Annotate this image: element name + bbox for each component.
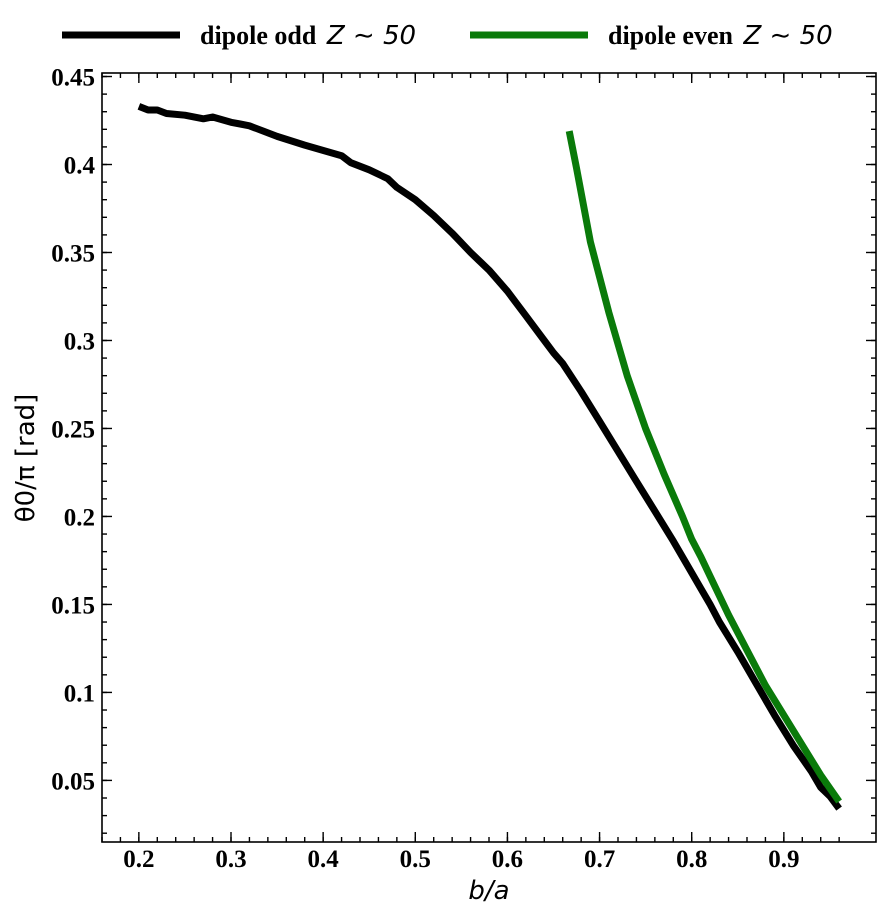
- y-tick-label: 0.05: [51, 768, 95, 795]
- y-tick-labels: 0.05 0.1 0.15 0.2 0.25 0.3 0.35 0.4 0.45: [51, 65, 95, 796]
- y-tick-label: 0.4: [64, 153, 96, 180]
- x-tick-label: 0.6: [492, 846, 523, 873]
- x-tick-label: 0.4: [308, 846, 340, 873]
- y-tick-label: 0.25: [51, 416, 95, 443]
- y-tick-label: 0.15: [51, 592, 95, 619]
- legend: dipole odd Z ∼ 50 dipole even Z ∼ 50: [62, 21, 833, 51]
- legend-label-odd: dipole odd Z ∼ 50: [200, 21, 416, 51]
- y-tick-label: 0.3: [64, 328, 95, 355]
- legend-label-even: dipole even Z ∼ 50: [608, 21, 833, 51]
- x-tick-labels: 0.2 0.3 0.4 0.5 0.6 0.7 0.8 0.9: [123, 846, 799, 873]
- y-axis-label: θ0/π [rad]: [11, 394, 41, 523]
- y-tick-label: 0.45: [51, 65, 95, 92]
- series-line-dipole-even: [565, 130, 842, 804]
- x-tick-label: 0.2: [123, 846, 154, 873]
- series-line-dipole-odd: [137, 103, 842, 811]
- x-axis-label: b/a: [468, 876, 509, 906]
- x-tick-label: 0.7: [584, 846, 615, 873]
- axis-ticks: [101, 73, 876, 842]
- x-tick-label: 0.9: [768, 846, 799, 873]
- x-tick-label: 0.5: [400, 846, 431, 873]
- y-tick-label: 0.35: [51, 240, 95, 267]
- y-tick-label: 0.2: [64, 504, 95, 531]
- x-tick-label: 0.3: [215, 846, 246, 873]
- y-tick-label: 0.1: [64, 680, 95, 707]
- x-tick-label: 0.8: [676, 846, 707, 873]
- plot-frame: [101, 72, 877, 843]
- series-lines: [137, 103, 842, 811]
